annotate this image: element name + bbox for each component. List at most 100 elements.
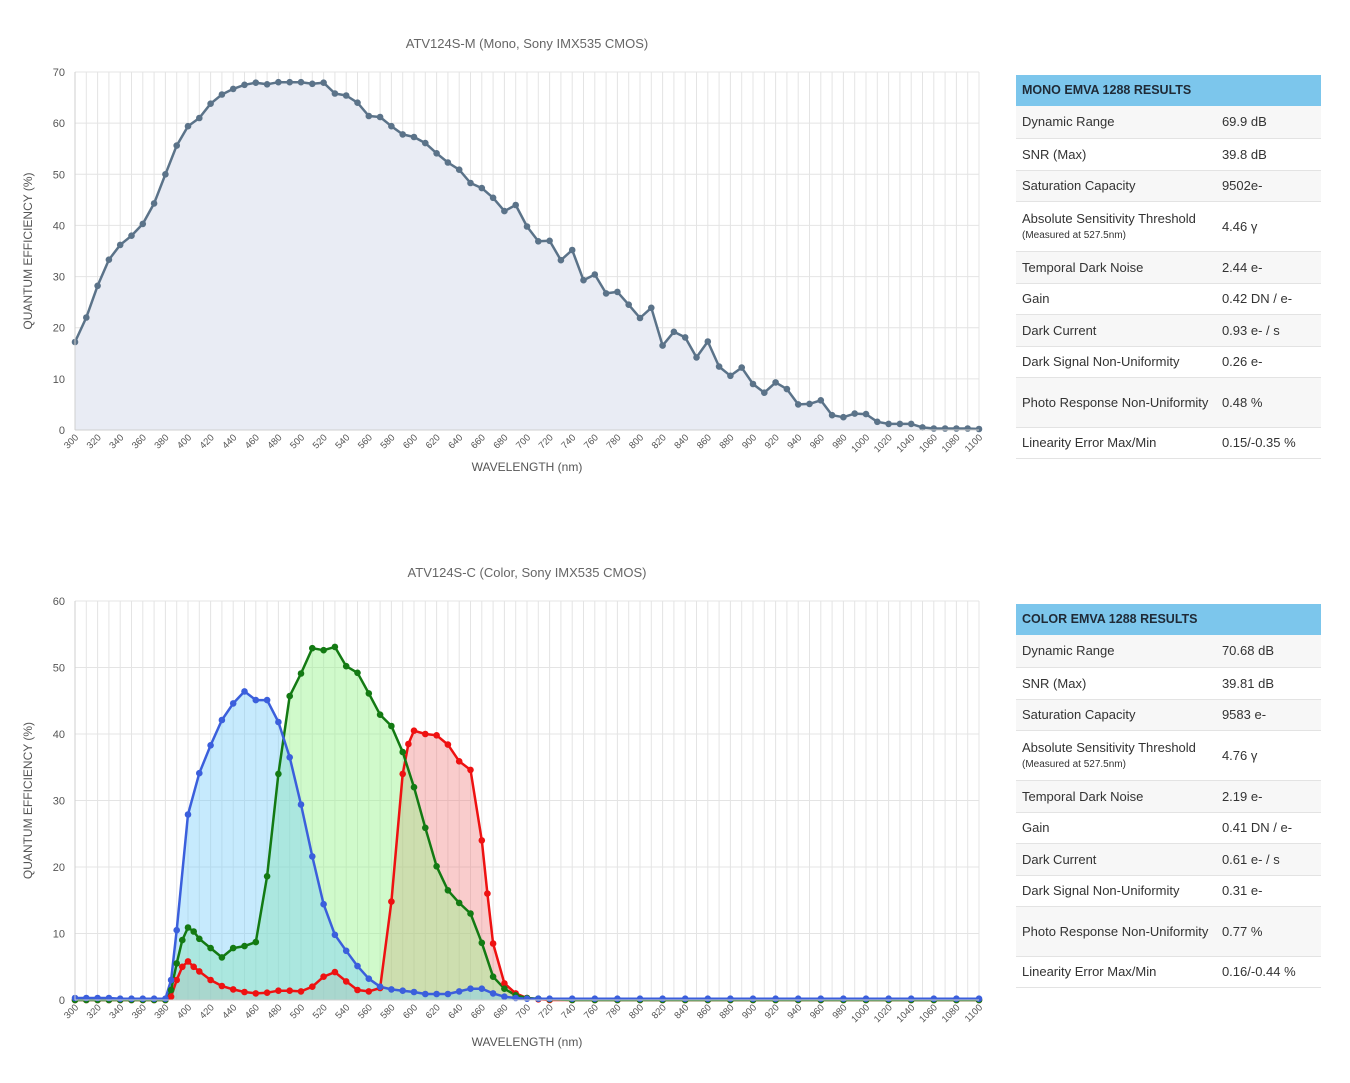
metric-value: 0.26 e- [1215,346,1321,378]
metric-label: SNR (Max) [1016,138,1216,171]
data-point [467,179,474,187]
data-point [196,968,203,975]
metric-value: 0.48 % [1215,377,1321,428]
data-point [614,288,621,296]
mono-chart-title: ATV124S-M (Mono, Sony IMX535 CMOS) [405,36,649,51]
metric-value: 4.76 γ [1215,730,1321,781]
data-point [704,995,712,1002]
data-point [422,824,429,832]
data-point [851,410,858,417]
metric-value: 9583 e- [1215,699,1321,731]
x-tick-label: 380 [153,1002,172,1021]
color-results-row: Linearity Error Max/Min 0.16/-0.44 % [1016,956,1321,988]
data-point [354,986,361,994]
data-point [150,995,158,1002]
metric-label: Dynamic Range [1016,106,1216,139]
data-point [263,81,271,88]
metric-label: Gain [1016,812,1216,844]
data-point [885,995,892,1002]
metric-label: Photo Response Non-Uniformity [1016,906,1216,957]
data-point [648,304,655,312]
data-point [444,159,452,166]
data-point [455,166,463,173]
data-point [501,993,508,1000]
data-point [331,931,339,939]
data-point [591,271,599,278]
y-tick-label: 0 [59,425,65,437]
data-point [840,995,847,1002]
data-point [241,942,248,950]
series-area [75,691,979,1000]
x-tick-label: 1060 [917,1002,940,1025]
data-point [478,985,486,992]
data-point [207,976,214,984]
data-point [218,716,226,724]
data-point [275,987,282,994]
data-point [286,78,294,86]
metric-label: Dark Signal Non-Uniformity [1016,875,1216,907]
data-point [139,995,147,1002]
data-point [263,989,271,996]
mono-results-row: Photo Response Non-Uniformity 0.48 % [1016,377,1321,428]
x-tick-label: 500 [288,1002,307,1021]
x-axis-title: WAVELENGTH (nm) [472,1035,583,1049]
color-results-row: Photo Response Non-Uniformity 0.77 % [1016,906,1321,957]
data-point [761,389,768,397]
data-point [749,380,757,388]
metric-note: (Measured at 527.5nm) [1022,230,1126,241]
data-point [342,92,350,99]
data-point [320,79,327,86]
data-point [309,983,316,990]
data-point [874,418,881,426]
data-point [405,740,412,748]
x-tick-label: 820 [650,1002,669,1021]
x-tick-label: 540 [333,1002,352,1021]
data-point [930,995,938,1002]
data-point [376,983,384,990]
metric-value: 0.93 e- / s [1215,314,1321,347]
data-point [410,133,418,141]
x-tick-label: 560 [356,1002,375,1021]
x-tick-label: 800 [627,1002,646,1021]
color-results-row: Dynamic Range 70.68 dB [1016,635,1321,668]
metric-value: 9502e- [1215,170,1321,202]
data-point [320,900,327,908]
data-point [286,754,294,761]
metric-value: 0.16/-0.44 % [1215,956,1321,988]
data-point [388,898,395,905]
data-point [794,401,802,408]
data-point [179,963,186,971]
data-point [331,90,339,97]
data-point [252,696,260,704]
y-tick-label: 20 [53,323,65,335]
data-point [297,988,305,995]
data-point [196,935,203,943]
data-point [167,993,175,1000]
data-point [150,200,158,207]
data-point [354,99,361,106]
data-point [286,692,294,700]
data-point [139,220,147,228]
color-chart-title: ATV124S-C (Color, Sony IMX535 CMOS) [407,565,647,580]
mono-results-row: Temporal Dark Noise 2.44 e- [1016,251,1321,284]
x-tick-label: 520 [311,1002,330,1021]
data-point [399,131,407,138]
metric-value: 2.44 e- [1215,251,1321,284]
data-point [365,690,373,697]
data-point [501,985,508,992]
data-point [444,990,452,998]
data-point [229,986,237,993]
data-point [568,995,576,1002]
x-tick-label: 600 [401,1002,420,1021]
data-point [376,711,384,718]
data-point [365,975,373,982]
data-point [388,986,395,993]
data-point [535,995,542,1002]
data-point [399,987,407,994]
x-tick-label: 320 [85,1002,104,1021]
metric-label: Dark Current [1016,843,1216,876]
data-point [190,963,197,971]
data-point [309,644,316,652]
data-point [535,238,542,245]
data-point [173,976,180,984]
